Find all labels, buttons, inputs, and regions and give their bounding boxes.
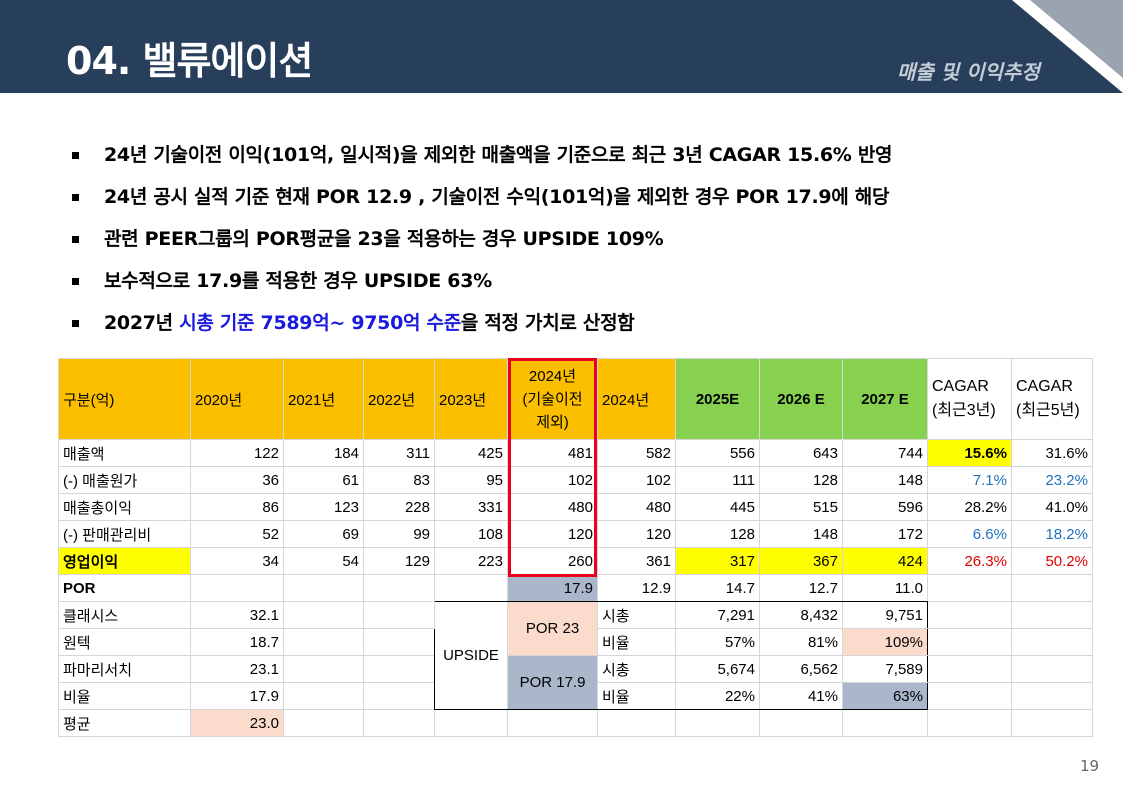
bullet-square-icon [72,320,79,327]
bullet-square-icon [72,194,79,201]
page-title: 04. 밸류에이션 [66,39,313,83]
highlight-text: 시총 기준 7589억~ 9750억 수준 [179,312,461,334]
table-row: 파마리서치 23.1 POR 17.9 시총 5,674 6,562 7,589 [58,655,1093,710]
table-row-por: POR 17.9 12.9 14.7 12.7 11.0 [58,574,1093,602]
table-row-average: 평균 23.0 [58,709,1093,737]
header-cell: 2020년 [190,358,284,440]
header-cell-2024-excl: 2024년 (기술이전 제외) [507,358,598,440]
header-cell: 2026 E [759,358,843,440]
table-row: 매출액 122 184 311 425 481 582 556 643 744 … [58,439,1093,467]
valuation-table: 구분(억) 2020년 2021년 2022년 2023년 2024년 (기술이… [58,358,1093,737]
header-cell-cagr5: CAGAR (최근5년) [1011,358,1093,440]
bullet-item: 24년 기술이전 이익(101억, 일시적)을 제외한 매출액을 기준으로 최근… [72,140,893,182]
section-subtitle: 매출 및 이익추정 [897,60,1040,84]
header-bar: 04. 밸류에이션 매출 및 이익추정 [0,0,1123,93]
table-row: 매출총이익 86 123 228 331 480 480 445 515 596… [58,493,1093,521]
header-cell-cagr3: CAGAR (최근3년) [927,358,1012,440]
bullet-item: 24년 공시 실적 기준 현재 POR 12.9 , 기술이전 수익(101억)… [72,182,892,224]
header-cell: 2025E [675,358,760,440]
table-row: (-) 매출원가 36 61 83 95 102 102 111 128 148… [58,466,1093,494]
bullet-square-icon [72,278,79,285]
bullet-item: 관련 PEER그룹의 POR평균을 23을 적용하는 경우 UPSIDE 109… [72,224,892,266]
table-row: (-) 판매관리비 52 69 99 108 120 120 128 148 1… [58,520,1093,548]
header-cell: 2021년 [283,358,364,440]
header-cell: 2023년 [434,358,508,440]
scenario-por23: POR 23 [507,601,598,656]
table-row: 클래시스 32.1 UPSIDE POR 23 시총 7,291 8,432 9… [58,601,1093,710]
scenario-por179: POR 17.9 [507,655,598,710]
summary-bullets: 24년 기술이전 이익(101억, 일시적)을 제외한 매출액을 기준으로 최근… [72,140,893,350]
header-cell: 2022년 [363,358,435,440]
page-number: 19 [1080,757,1100,775]
table-header-row: 구분(억) 2020년 2021년 2022년 2023년 2024년 (기술이… [58,358,1093,440]
bullet-item: 보수적으로 17.9를 적용한 경우 UPSIDE 63% [72,266,892,308]
header-cell: 2024년 [597,358,676,440]
corner-decoration-icon [1012,0,1123,93]
table-row-operating-profit: 영업이익 34 54 129 223 260 361 317 367 424 2… [58,547,1093,575]
upside-label: UPSIDE [434,601,508,710]
header-cell: 2027 E [842,358,928,440]
bullet-item: 2027년 시총 기준 7589억~ 9750억 수준을 적정 가치로 산정함 [72,308,892,350]
header-cell: 구분(억) [58,358,191,440]
bullet-square-icon [72,236,79,243]
bullet-square-icon [72,152,79,159]
